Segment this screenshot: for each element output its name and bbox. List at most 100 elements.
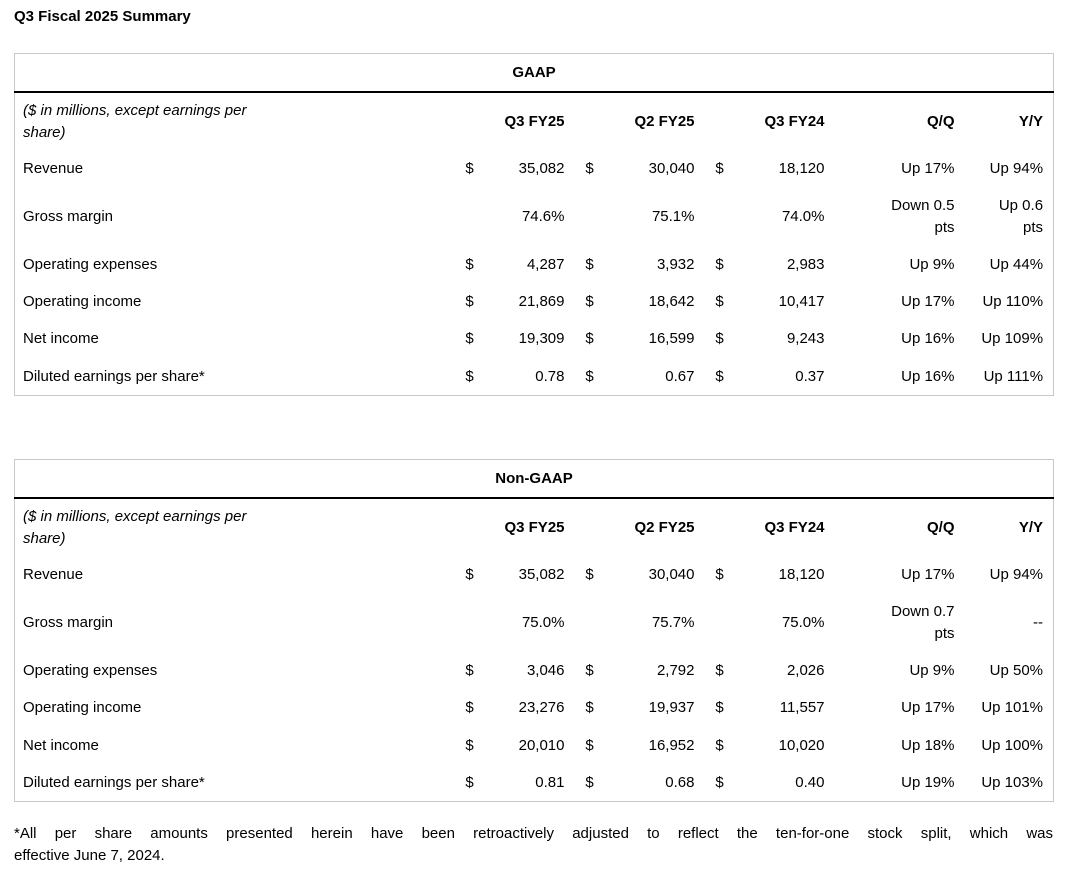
value-cell: 30,040: [648, 160, 695, 177]
value-cell: 2,983: [786, 255, 825, 273]
yy-cell: Up 103%: [981, 773, 1044, 791]
value-cell: 4,287: [526, 255, 565, 273]
period-header-q2fy25: Q2 FY25: [634, 519, 695, 537]
value-cell: 75.0%: [781, 614, 825, 632]
yy-cell: Up 109%: [981, 330, 1044, 348]
table-row-operating-income: Operating income $ 21,869 $ 18,642 $ 10,…: [15, 283, 1054, 320]
value-cell: 16,952: [648, 736, 695, 754]
currency-cell: $: [715, 661, 724, 679]
value-cell: 35,082: [518, 160, 565, 177]
table-row-operating-expenses: Operating expenses $ 3,046 $ 2,792 $ 2,0…: [15, 652, 1054, 689]
row-label: Operating income: [23, 293, 142, 311]
qq-cell: Up 18%: [901, 736, 955, 754]
yy-cell: Up 94%: [989, 566, 1044, 584]
value-cell: 35,082: [518, 566, 565, 584]
currency-cell: [575, 187, 605, 246]
value-cell: 0.78: [535, 367, 565, 385]
table-row-net-income: Net income $ 20,010 $ 16,952 $ 10,020 Up…: [15, 727, 1054, 764]
table-row-revenue: Revenue $ 35,082 $ 30,040 $ 18,120 Up 17…: [15, 556, 1054, 593]
qq-header: Q/Q: [926, 519, 955, 537]
currency-cell: $: [585, 566, 594, 584]
qq-cell: Down 0.7 pts: [891, 603, 955, 642]
qq-cell: Up 17%: [901, 566, 955, 584]
table-row-gross-margin: Gross margin 75.0% 75.7% 75.0% Down 0.7 …: [15, 593, 1054, 652]
currency-cell: [455, 187, 485, 246]
footnote-line-1: *All per share amounts presented herein …: [14, 825, 1053, 843]
value-cell: 0.81: [535, 773, 565, 791]
row-label: Net income: [23, 736, 99, 754]
yy-header: Y/Y: [1018, 519, 1044, 537]
row-label: Diluted earnings per share*: [23, 773, 205, 791]
currency-cell: $: [715, 566, 724, 584]
qq-cell: Up 9%: [909, 255, 955, 273]
currency-cell: [575, 593, 605, 652]
value-cell: 30,040: [648, 566, 695, 584]
currency-cell: $: [715, 699, 724, 717]
value-cell: 10,020: [778, 736, 825, 754]
currency-cell: [455, 593, 485, 652]
currency-cell: $: [715, 736, 724, 754]
qq-cell: Up 19%: [901, 773, 955, 791]
row-label: Operating income: [23, 699, 142, 717]
value-cell: 18,642: [648, 293, 695, 311]
column-header-row: ($ in millions, except earnings per shar…: [15, 92, 1054, 150]
currency-cell: $: [715, 255, 724, 273]
qq-cell: Up 17%: [901, 160, 955, 177]
qq-cell: Down 0.5 pts: [891, 197, 955, 236]
money-note: ($ in millions, except earnings per shar…: [23, 102, 247, 141]
value-cell: 11,557: [779, 699, 825, 717]
currency-cell: $: [715, 160, 724, 177]
value-cell: 2,792: [656, 661, 695, 679]
currency-cell: $: [465, 367, 474, 385]
currency-cell: $: [465, 330, 474, 348]
currency-cell: $: [465, 736, 474, 754]
non-gaap-table: Non-GAAP ($ in millions, except earnings…: [14, 459, 1055, 803]
period-header-q2fy25: Q2 FY25: [634, 113, 695, 130]
value-cell: 0.68: [665, 773, 695, 791]
table-row-operating-expenses: Operating expenses $ 4,287 $ 3,932 $ 2,9…: [15, 246, 1054, 283]
table-row-diluted-eps: Diluted earnings per share* $ 0.78 $ 0.6…: [15, 358, 1054, 396]
yy-cell: Up 0.6 pts: [998, 197, 1044, 236]
value-cell: 0.40: [795, 773, 825, 791]
value-cell: 16,599: [648, 330, 695, 348]
currency-cell: $: [585, 293, 594, 311]
qq-header: Q/Q: [926, 113, 955, 130]
yy-cell: Up 110%: [982, 293, 1044, 311]
currency-cell: $: [585, 699, 594, 717]
value-cell: 75.7%: [651, 614, 695, 632]
value-cell: 19,309: [518, 330, 565, 348]
qq-cell: Up 16%: [901, 330, 955, 348]
value-cell: 20,010: [518, 736, 565, 754]
value-cell: 2,026: [786, 661, 825, 679]
value-cell: 3,932: [656, 255, 695, 273]
table-row-net-income: Net income $ 19,309 $ 16,599 $ 9,243 Up …: [15, 320, 1054, 357]
row-label: Gross margin: [23, 207, 114, 225]
column-header-row: ($ in millions, except earnings per shar…: [15, 498, 1054, 556]
currency-cell: $: [585, 661, 594, 679]
row-label: Revenue: [23, 160, 84, 177]
yy-cell: Up 50%: [989, 661, 1044, 679]
value-cell: 0.67: [665, 367, 695, 385]
table-band-title: GAAP: [14, 53, 1054, 93]
value-cell: 18,120: [778, 160, 825, 177]
yy-cell: Up 94%: [989, 160, 1044, 177]
currency-cell: $: [585, 736, 594, 754]
value-cell: 23,276: [518, 699, 565, 717]
value-cell: 9,243: [786, 330, 825, 348]
currency-cell: $: [715, 293, 724, 311]
money-note-cell: ($ in millions, except earnings per shar…: [15, 498, 455, 556]
money-note: ($ in millions, except earnings per shar…: [23, 508, 247, 547]
currency-cell: [705, 593, 735, 652]
currency-cell: $: [465, 160, 474, 177]
currency-cell: $: [585, 367, 594, 385]
currency-cell: $: [715, 367, 724, 385]
currency-cell: $: [715, 773, 724, 791]
yy-cell: Up 101%: [981, 699, 1044, 717]
row-label: Revenue: [23, 566, 84, 584]
yy-header: Y/Y: [1018, 113, 1044, 130]
value-cell: 18,120: [778, 566, 825, 584]
currency-cell: $: [465, 699, 474, 717]
currency-cell: $: [585, 255, 594, 273]
currency-cell: $: [465, 255, 474, 273]
currency-cell: $: [465, 566, 474, 584]
